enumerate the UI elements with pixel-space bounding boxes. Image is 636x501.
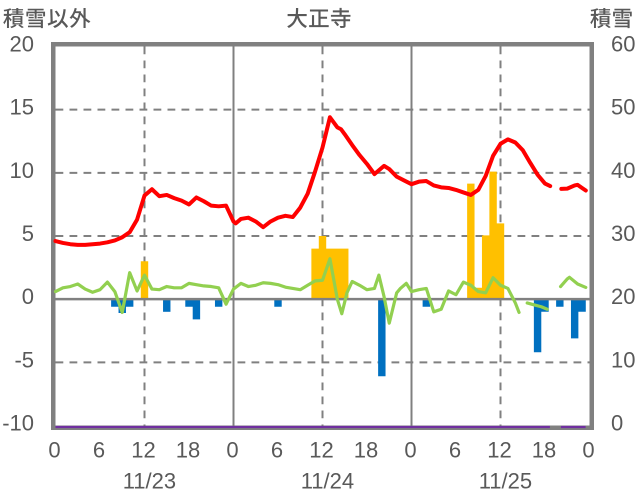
svg-text:6: 6	[93, 438, 105, 463]
svg-text:12: 12	[309, 438, 333, 463]
svg-text:18: 18	[176, 438, 200, 463]
svg-text:60: 60	[611, 32, 635, 57]
svg-text:20: 20	[10, 32, 34, 57]
svg-text:-10: -10	[2, 411, 34, 436]
svg-text:11/24: 11/24	[301, 469, 354, 494]
svg-text:12: 12	[487, 438, 511, 463]
svg-text:15: 15	[10, 95, 34, 120]
svg-text:6: 6	[271, 438, 283, 463]
svg-text:11/25: 11/25	[479, 469, 532, 494]
svg-text:50: 50	[611, 95, 635, 120]
svg-text:0: 0	[226, 438, 238, 463]
svg-text:6: 6	[449, 438, 461, 463]
svg-text:18: 18	[354, 438, 378, 463]
svg-text:10: 10	[10, 158, 34, 183]
svg-text:30: 30	[611, 221, 635, 246]
svg-text:-5: -5	[14, 347, 34, 372]
svg-text:0: 0	[48, 438, 60, 463]
svg-text:0: 0	[22, 284, 34, 309]
svg-text:10: 10	[611, 347, 635, 372]
svg-text:0: 0	[611, 411, 623, 436]
svg-text:18: 18	[532, 438, 556, 463]
svg-text:40: 40	[611, 158, 635, 183]
svg-text:0: 0	[404, 438, 416, 463]
svg-text:5: 5	[22, 221, 34, 246]
svg-text:0: 0	[582, 438, 594, 463]
svg-text:20: 20	[611, 284, 635, 309]
svg-text:11/23: 11/23	[123, 469, 176, 494]
svg-text:12: 12	[131, 438, 155, 463]
